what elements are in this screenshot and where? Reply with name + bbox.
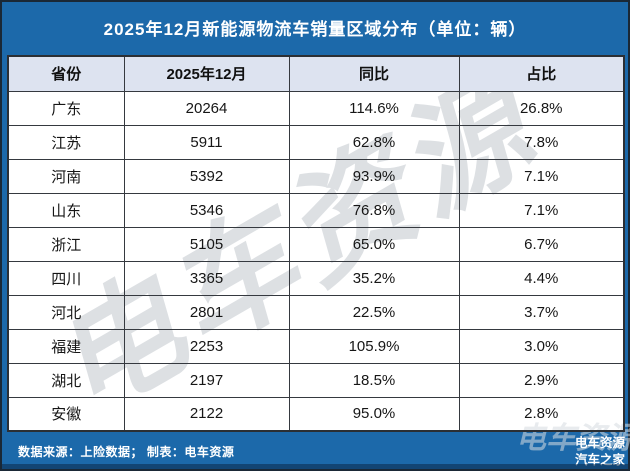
cell-yoy: 35.2% <box>288 260 460 296</box>
cell-province: 广东 <box>7 90 125 126</box>
cell-sales: 20264 <box>123 90 290 126</box>
cell-province: 河南 <box>7 158 125 194</box>
cell-sales: 2253 <box>123 328 290 364</box>
brand-line-2: 汽车之家 <box>574 453 625 467</box>
cell-yoy: 65.0% <box>288 226 460 262</box>
bottom-shade-divider <box>2 464 628 469</box>
table-header-row: 省份 2025年12月 同比 占比 <box>7 55 625 92</box>
cell-share: 7.8% <box>458 124 625 160</box>
title-band: 2025年12月新能源物流车销量区域分布（单位：辆） <box>0 0 630 55</box>
table-row: 江苏 5911 62.8% 7.8% <box>7 124 625 160</box>
cell-share: 3.0% <box>458 328 625 364</box>
cell-province: 浙江 <box>7 226 125 262</box>
cell-sales: 5392 <box>123 158 290 194</box>
table-row: 河南 5392 93.9% 7.1% <box>7 158 625 194</box>
table-row: 四川 3365 35.2% 4.4% <box>7 260 625 296</box>
cell-sales: 5346 <box>123 192 290 228</box>
cell-province: 山东 <box>7 192 125 228</box>
col-header-month: 2025年12月 <box>123 55 290 92</box>
page-title: 2025年12月新能源物流车销量区域分布（单位：辆） <box>103 20 527 39</box>
table-row: 浙江 5105 65.0% 6.7% <box>7 226 625 262</box>
col-header-province: 省份 <box>7 55 125 92</box>
table-row: 山东 5346 76.8% 7.1% <box>7 192 625 228</box>
table-row: 安徽 2122 95.0% 2.8% <box>7 396 625 432</box>
cell-sales: 5105 <box>123 226 290 262</box>
brand-lines: 电车资源 汽车之家 <box>575 435 625 469</box>
cell-province: 江苏 <box>7 124 125 160</box>
cell-yoy: 62.8% <box>288 124 460 160</box>
brand-line-1: 电车资源 <box>574 436 625 450</box>
cell-yoy: 114.6% <box>288 90 460 126</box>
table-row: 广东 20264 114.6% 26.8% <box>7 90 625 126</box>
sales-table: 省份 2025年12月 同比 占比 广东 20264 114.6% 26.8% … <box>7 55 625 432</box>
col-header-yoy: 同比 <box>288 55 460 92</box>
col-header-share: 占比 <box>458 55 625 92</box>
cell-share: 6.7% <box>458 226 625 262</box>
data-source-note: 数据来源：上险数据； 制表：电车资源 <box>18 445 235 459</box>
cell-yoy: 95.0% <box>288 396 460 432</box>
table-row: 河北 2801 22.5% 3.7% <box>7 294 625 330</box>
cell-province: 安徽 <box>7 396 125 432</box>
cell-province: 四川 <box>7 260 125 296</box>
cell-sales: 2197 <box>123 362 290 398</box>
cell-yoy: 76.8% <box>288 192 460 228</box>
cell-sales: 2122 <box>123 396 290 432</box>
cell-share: 3.7% <box>458 294 625 330</box>
cell-yoy: 93.9% <box>288 158 460 194</box>
cell-province: 河北 <box>7 294 125 330</box>
cell-share: 2.8% <box>458 396 625 432</box>
cell-share: 7.1% <box>458 158 625 194</box>
cell-sales: 2801 <box>123 294 290 330</box>
cell-province: 湖北 <box>7 362 125 398</box>
cell-sales: 5911 <box>123 124 290 160</box>
cell-yoy: 18.5% <box>288 362 460 398</box>
table-row: 湖北 2197 18.5% 2.9% <box>7 362 625 398</box>
cell-share: 7.1% <box>458 192 625 228</box>
table-row: 福建 2253 105.9% 3.0% <box>7 328 625 364</box>
cell-province: 福建 <box>7 328 125 364</box>
cell-share: 2.9% <box>458 362 625 398</box>
cell-share: 26.8% <box>458 90 625 126</box>
cell-share: 4.4% <box>458 260 625 296</box>
cell-yoy: 105.9% <box>288 328 460 364</box>
cell-sales: 3365 <box>123 260 290 296</box>
cell-yoy: 22.5% <box>288 294 460 330</box>
